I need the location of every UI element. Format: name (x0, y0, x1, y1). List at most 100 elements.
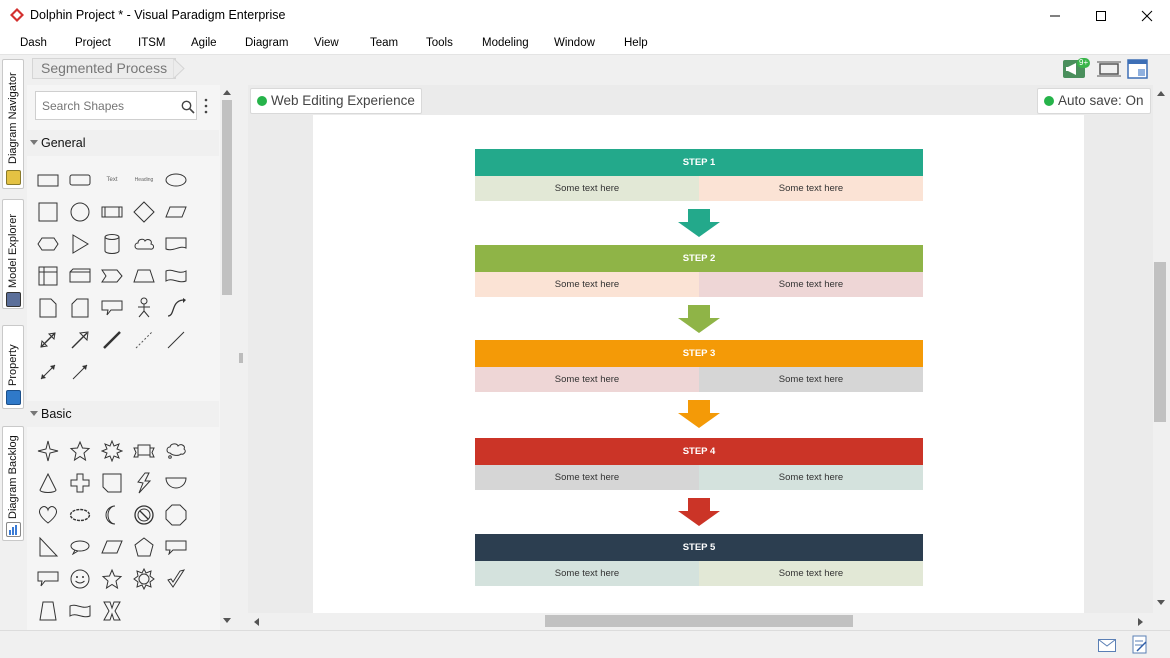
menu-help[interactable]: Help (624, 37, 648, 49)
step-3-arrow[interactable] (678, 400, 720, 428)
step-2-cell-right[interactable]: Some text here (699, 272, 923, 297)
shape-heading[interactable]: Heading (130, 167, 158, 193)
menu-modeling[interactable]: Modeling (482, 37, 529, 49)
shape-table[interactable] (34, 263, 62, 289)
fit-diagram-button[interactable] (1097, 59, 1121, 79)
step-5-cell-right[interactable]: Some text here (699, 561, 923, 586)
shape-diamond[interactable] (130, 199, 158, 225)
scroll-left-icon[interactable] (253, 618, 259, 626)
shape-cloud[interactable] (130, 231, 158, 257)
search-shapes-input[interactable] (42, 97, 172, 115)
shape-moon[interactable] (98, 502, 126, 528)
shape-parallelogram[interactable] (162, 199, 190, 225)
shape-rounded-rectangle[interactable] (66, 167, 94, 193)
scroll-right-icon[interactable] (1138, 618, 1144, 626)
canvas-horizontal-scroll-thumb[interactable] (545, 615, 853, 627)
shape-snipped-rect[interactable] (66, 295, 94, 321)
shape-heart[interactable] (34, 502, 62, 528)
layout-button[interactable] (1127, 58, 1149, 80)
shape-right-triangle[interactable] (34, 534, 62, 560)
shape-document[interactable] (162, 231, 190, 257)
shape-connector[interactable] (66, 359, 94, 385)
shape-sun[interactable] (130, 566, 158, 592)
step-3-cell-right[interactable]: Some text here (699, 367, 923, 392)
step-3-cell-left[interactable]: Some text here (475, 367, 699, 392)
menu-window[interactable]: Window (554, 37, 595, 49)
maximize-button[interactable] (1078, 0, 1124, 31)
close-button[interactable] (1124, 0, 1170, 31)
shape-actor[interactable] (130, 295, 158, 321)
shape-star5[interactable] (66, 438, 94, 464)
shape-wave[interactable] (162, 263, 190, 289)
menu-team[interactable]: Team (370, 37, 399, 49)
more-options-icon[interactable] (203, 98, 209, 114)
shape-star4[interactable] (34, 438, 62, 464)
scroll-up-icon[interactable] (223, 89, 231, 95)
diagram-canvas[interactable]: STEP 1 Some text here Some text here STE… (248, 85, 1153, 613)
shape-checkmark[interactable] (162, 566, 190, 592)
breadcrumb[interactable]: Segmented Process (32, 58, 177, 79)
shape-speech-bubble[interactable] (34, 566, 62, 592)
notification-button[interactable]: 9+ (1062, 58, 1091, 80)
shape-scalloped-oval[interactable] (66, 502, 94, 528)
step-2-arrow[interactable] (678, 305, 720, 333)
step-4-cell-right[interactable]: Some text here (699, 465, 923, 490)
tab-property[interactable]: Property (2, 325, 24, 409)
step-5-header[interactable]: STEP 5 (475, 534, 923, 561)
minimize-button[interactable] (1032, 0, 1078, 31)
web-editing-experience-button[interactable]: Web Editing Experience (250, 88, 422, 114)
scroll-up-icon[interactable] (1157, 90, 1165, 96)
shape-note[interactable] (34, 295, 62, 321)
shape-circle[interactable] (66, 199, 94, 225)
shape-chevron[interactable] (98, 263, 126, 289)
step-1-cell-left[interactable]: Some text here (475, 176, 699, 201)
menu-project[interactable]: Project (75, 37, 111, 49)
shape-dashed-line[interactable] (130, 327, 158, 353)
document-edit-icon[interactable] (1132, 635, 1148, 654)
shape-panel-scrollbar[interactable] (220, 85, 234, 630)
shape-card[interactable] (66, 263, 94, 289)
shape-thought-cloud[interactable] (162, 438, 190, 464)
search-icon[interactable] (181, 100, 195, 114)
shape-speech-rect[interactable] (162, 534, 190, 560)
shape-hexagon[interactable] (34, 231, 62, 257)
shape-square[interactable] (34, 199, 62, 225)
shape-text[interactable]: Text (98, 167, 126, 193)
shape-trapezoid[interactable] (130, 263, 158, 289)
shape-arrow[interactable] (66, 327, 94, 353)
shape-panel-scroll-thumb[interactable] (222, 100, 232, 295)
shape-speech-oval[interactable] (66, 534, 94, 560)
shape-no-symbol[interactable] (130, 502, 158, 528)
category-general[interactable]: General (27, 130, 219, 156)
menu-itsm[interactable]: ITSM (138, 37, 166, 49)
shape-ribbon[interactable] (130, 438, 158, 464)
shape-callout[interactable] (98, 295, 126, 321)
step-4-cell-left[interactable]: Some text here (475, 465, 699, 490)
step-1-arrow[interactable] (678, 209, 720, 237)
shape-ellipse[interactable] (162, 167, 190, 193)
shape-pentagon[interactable] (130, 534, 158, 560)
shape-lightning[interactable] (130, 470, 158, 496)
tab-model-explorer[interactable]: Model Explorer (2, 199, 24, 309)
shape-burst[interactable] (98, 438, 126, 464)
shape-octagon[interactable] (162, 502, 190, 528)
shape-x-shape[interactable] (98, 598, 126, 624)
scroll-down-icon[interactable] (1157, 600, 1165, 606)
step-3-header[interactable]: STEP 3 (475, 340, 923, 367)
tab-diagram-navigator[interactable]: Diagram Navigator (2, 59, 24, 189)
shape-triangle-right[interactable] (66, 231, 94, 257)
scroll-down-icon[interactable] (223, 618, 231, 624)
step-1-header[interactable]: STEP 1 (475, 149, 923, 176)
shape-thick-line[interactable] (98, 327, 126, 353)
canvas-vertical-scroll-thumb[interactable] (1154, 262, 1166, 422)
step-2-header[interactable]: STEP 2 (475, 245, 923, 272)
shape-star[interactable] (98, 566, 126, 592)
step-5-cell-left[interactable]: Some text here (475, 561, 699, 586)
shape-smiley[interactable] (66, 566, 94, 592)
shape-double-arrow[interactable] (34, 327, 62, 353)
shape-flag-wave[interactable] (66, 598, 94, 624)
shape-cone[interactable] (34, 470, 62, 496)
auto-save-button[interactable]: Auto save: On (1037, 88, 1151, 114)
shape-cylinder[interactable] (98, 231, 126, 257)
step-2-cell-left[interactable]: Some text here (475, 272, 699, 297)
